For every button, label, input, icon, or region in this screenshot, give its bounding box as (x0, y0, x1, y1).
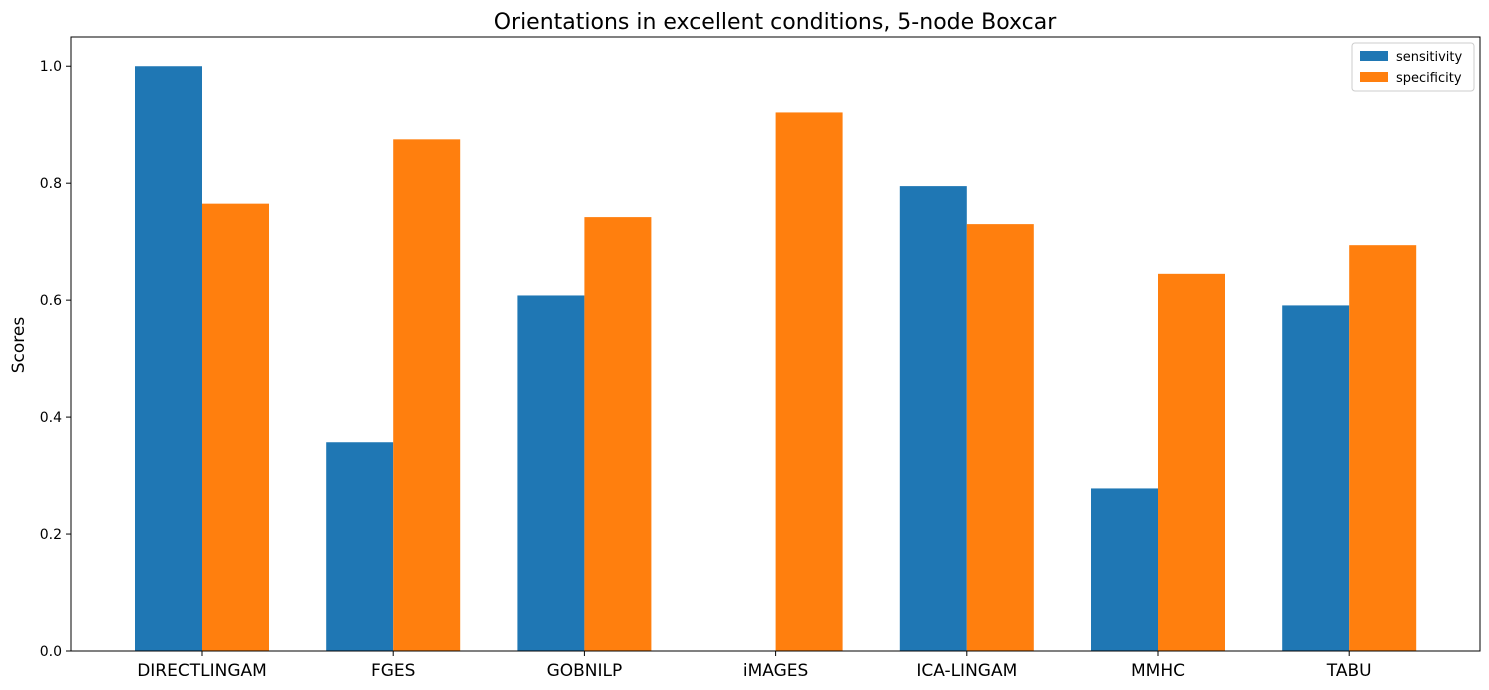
x-tick-label-tabu: TABU (1326, 661, 1372, 681)
x-tick-label-directlingam: DIRECTLINGAM (137, 661, 267, 681)
plot-frame (70, 36, 1481, 652)
y-tick-label: 0.4 (40, 410, 62, 426)
y-axis: 0.0 0.2 0.4 0.6 0.8 1.0 (40, 59, 71, 660)
legend-swatch-sensitivity (1360, 51, 1388, 61)
bar-specificity-mmhc (1158, 273, 1225, 651)
y-tick-label: 0.8 (40, 176, 62, 192)
bar-specificity-images (775, 112, 843, 652)
legend-swatch-specificity (1360, 72, 1388, 82)
bar-sensitivity-tabu (1282, 305, 1350, 651)
bar-specificity-tabu (1349, 245, 1417, 651)
bar-sensitivity-ica-lingam (899, 186, 967, 651)
x-tick-label-fges: FGES (371, 661, 415, 681)
y-tick-label: 0.6 (40, 293, 62, 309)
x-axis: DIRECTLINGAM FGES GOBNILP iMAGES ICA-LINGAM M… (137, 651, 1372, 681)
bar-specificity-ica-lingam (966, 224, 1034, 651)
x-tick-label-gobnilp: GOBNILP (547, 661, 623, 681)
bar-sensitivity-fges (326, 442, 394, 651)
y-axis-label: Scores (9, 317, 29, 374)
legend: sensitivity specificity (1351, 42, 1475, 92)
chart-title: Orientations in excellent conditions, 5-… (494, 10, 1058, 35)
x-tick-label-images: iMAGES (743, 661, 808, 681)
bar-sensitivity-gobnilp (517, 295, 585, 651)
y-tick-label: 0.0 (40, 644, 62, 660)
bar-specificity-fges (393, 139, 461, 652)
bar-sensitivity-directlingam (135, 66, 202, 651)
x-tick-label-ica-lingam: ICA-LINGAM (916, 661, 1017, 681)
legend-label-sensitivity: sensitivity (1396, 50, 1463, 65)
bar-specificity-gobnilp (584, 217, 652, 651)
bars-layer (135, 66, 1417, 652)
x-tick-label-mmhc: MMHC (1131, 661, 1185, 681)
legend-label-specificity: specificity (1396, 71, 1462, 86)
y-tick-label: 1.0 (40, 59, 62, 75)
bar-specificity-directlingam (202, 203, 269, 651)
bar-sensitivity-mmhc (1091, 488, 1158, 651)
y-tick-label: 0.2 (40, 527, 62, 543)
